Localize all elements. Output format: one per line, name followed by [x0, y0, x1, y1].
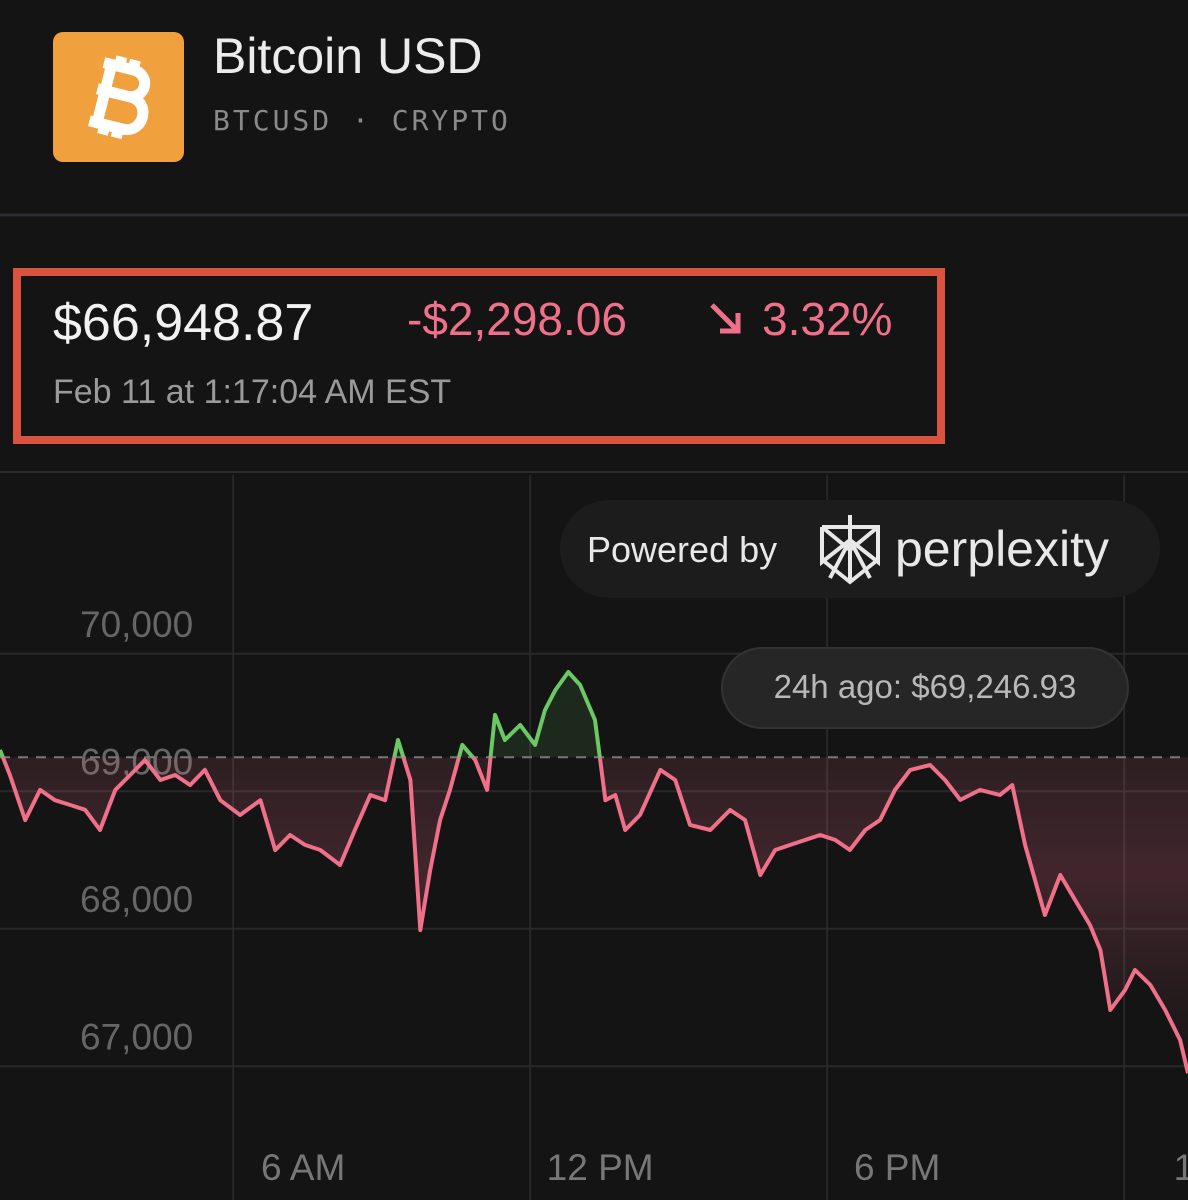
title: Bitcoin USD [213, 28, 483, 84]
area-above [0, 672, 1188, 758]
coin-logo-glyph [88, 55, 151, 140]
y-tick-label: 70,000 [80, 604, 193, 645]
brand: perplexity [895, 521, 1109, 577]
y-tick-label: 67,000 [80, 1016, 193, 1057]
y-tick-label: 68,000 [80, 879, 193, 920]
price: $66,948.87 [53, 294, 313, 352]
reference-badge [721, 647, 1129, 729]
percent: 3.32% [762, 293, 892, 345]
reference-label: 24h ago: $69,246.93 [774, 668, 1077, 705]
x-tick-label: 12 [1174, 1147, 1188, 1188]
price-line-down [0, 757, 1188, 1074]
highlight-box [13, 268, 945, 444]
perplexity-logo [820, 515, 880, 585]
powered-by: Powered by [587, 529, 777, 570]
x-tick-label: 6 PM [854, 1147, 940, 1188]
x-tick-label: 6 AM [261, 1147, 345, 1188]
down-arrow-icon [710, 303, 741, 334]
x-tick-label: 12 PM [547, 1147, 654, 1188]
area-below [2, 757, 1188, 1074]
timestamp: Feb 11 at 1:17:04 AM EST [53, 373, 451, 411]
change: -$2,298.06 [407, 293, 627, 345]
subtitle: BTCUSD · CRYPTO [213, 104, 511, 137]
price-line-up [0, 670, 602, 758]
